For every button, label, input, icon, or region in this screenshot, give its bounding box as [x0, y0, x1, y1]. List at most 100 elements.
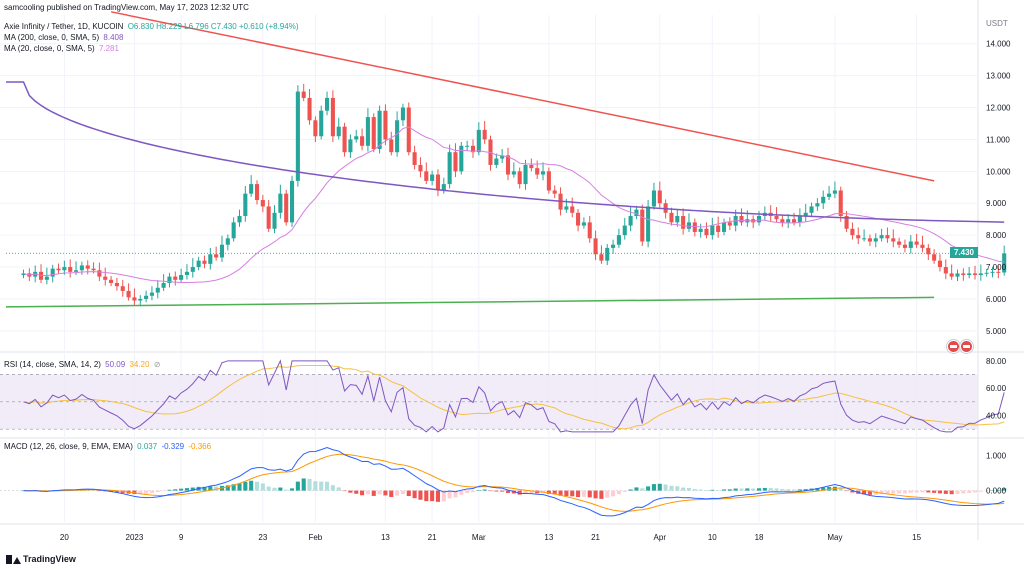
- macd-histogram-bar: [972, 490, 978, 493]
- macd-pane[interactable]: [0, 446, 1007, 517]
- candle-body: [301, 91, 306, 98]
- x-tick-label: 13: [544, 533, 553, 542]
- macd-tick-label: 0.000: [986, 487, 1007, 496]
- macd-signal-line: [23, 453, 1005, 512]
- macd-histogram-bar: [488, 490, 493, 492]
- candle-body: [844, 216, 849, 229]
- candle-body: [161, 283, 166, 288]
- macd-legend[interactable]: MACD (12, 26, close, 9, EMA, EMA) 0.037 …: [4, 442, 211, 451]
- price-tick-label: 6.000: [986, 295, 1007, 304]
- rsi-tick-label: 60.00: [986, 384, 1007, 393]
- macd-histogram-bar: [681, 487, 686, 491]
- ma200-legend[interactable]: MA (200, close, 0, SMA, 5) 8.408: [4, 33, 123, 42]
- macd-histogram-bar: [389, 490, 394, 497]
- macd-histogram-bar: [295, 481, 300, 491]
- ma20-legend[interactable]: MA (20, close, 0, SMA, 5) 7.281: [4, 44, 119, 53]
- candle-body: [494, 158, 499, 165]
- macd-histogram-bar: [459, 490, 464, 495]
- macd-histogram-bar: [932, 490, 937, 493]
- candle-body: [138, 298, 143, 301]
- candle-body: [313, 120, 318, 137]
- macd-histogram-bar: [91, 490, 96, 491]
- macd-histogram-bar: [564, 490, 569, 497]
- candle-body: [173, 276, 178, 280]
- candle-body: [295, 91, 300, 181]
- candle-body: [500, 155, 505, 159]
- macd-histogram-bar: [721, 489, 727, 491]
- candle-body: [126, 290, 131, 298]
- macd-histogram-bar: [371, 490, 376, 496]
- candle-body: [540, 171, 546, 175]
- candle-body: [821, 196, 826, 204]
- macd-histogram-bar: [237, 483, 242, 491]
- candle-body: [365, 117, 370, 146]
- rsi-pane[interactable]: [0, 359, 1005, 433]
- rsi-ma-value: 34.20: [129, 360, 150, 369]
- candle-body: [132, 297, 137, 301]
- candle-body: [920, 244, 925, 248]
- macd-histogram-bar: [330, 485, 335, 491]
- macd-histogram-bar: [517, 490, 522, 495]
- publisher-line: samcooling published on TradingView.com,…: [4, 3, 249, 12]
- macd-histogram-bar: [243, 481, 248, 491]
- candle-body: [937, 260, 943, 268]
- x-tick-label: 20: [60, 533, 69, 542]
- macd-histogram-bar: [208, 486, 213, 491]
- macd-histogram-bar: [774, 488, 779, 491]
- macd-histogram-bar: [406, 490, 411, 497]
- candle-body: [476, 129, 481, 153]
- candle-body: [360, 136, 365, 146]
- macd-histogram-bar: [902, 490, 907, 494]
- macd-histogram-bar: [342, 490, 347, 492]
- candle-body: [511, 171, 516, 175]
- macd-histogram-bar: [214, 486, 219, 491]
- candle-body: [809, 206, 814, 213]
- macd-histogram-bar: [984, 490, 989, 492]
- macd-histogram-bar: [1002, 488, 1007, 491]
- candle-body: [254, 184, 260, 201]
- macd-histogram-bar: [815, 488, 820, 491]
- candle-body: [593, 238, 598, 255]
- candle-body: [243, 193, 248, 216]
- macd-histogram-bar: [470, 490, 476, 493]
- macd-histogram-bar: [558, 490, 563, 496]
- ma20-line: [23, 126, 1005, 284]
- rsi-line: [23, 359, 1005, 433]
- candle-body: [517, 171, 522, 185]
- x-tick-label: 21: [591, 533, 600, 542]
- macd-signal-value: -0.366: [188, 442, 212, 451]
- macd-histogram-bar: [926, 490, 931, 493]
- macd-histogram-bar: [727, 489, 732, 491]
- us-flag-icon[interactable]: [947, 340, 960, 353]
- candle-body: [587, 222, 592, 239]
- candle-body: [961, 273, 966, 276]
- tradingview-logo[interactable]: TradingView: [6, 554, 76, 564]
- candle-body: [208, 254, 213, 264]
- macd-histogram-bar: [476, 490, 481, 491]
- macd-histogram-bar: [570, 490, 575, 497]
- us-flag-icon[interactable]: [960, 340, 973, 353]
- candle-body: [955, 273, 960, 277]
- candle-body: [815, 203, 820, 207]
- x-tick-label: 23: [258, 533, 267, 542]
- rsi-legend[interactable]: RSI (14, close, SMA, 14, 2) 50.09 34.20 …: [4, 360, 161, 369]
- x-tick-label: 13: [381, 533, 390, 542]
- macd-histogram-bar: [138, 490, 143, 495]
- macd-histogram-bar: [336, 487, 341, 491]
- macd-histogram-bar: [791, 489, 797, 491]
- candle-body: [867, 238, 872, 242]
- candle-body: [231, 222, 236, 239]
- macd-histogram-bar: [990, 490, 995, 492]
- x-tick-label: May: [827, 533, 842, 542]
- macd-histogram-bar: [605, 490, 610, 498]
- candle-body: [716, 225, 721, 232]
- macd-histogram-bar: [301, 478, 306, 491]
- price-pane[interactable]: [5, 11, 1007, 308]
- macd-histogram-bar: [430, 490, 435, 502]
- candle-body: [651, 190, 656, 207]
- rsi-label: RSI (14, close, SMA, 14, 2): [4, 360, 101, 369]
- candle-body: [739, 216, 744, 223]
- price-tick-label: 5.000: [986, 327, 1007, 336]
- candle-body: [698, 228, 703, 232]
- macd-histogram-bar: [751, 488, 756, 491]
